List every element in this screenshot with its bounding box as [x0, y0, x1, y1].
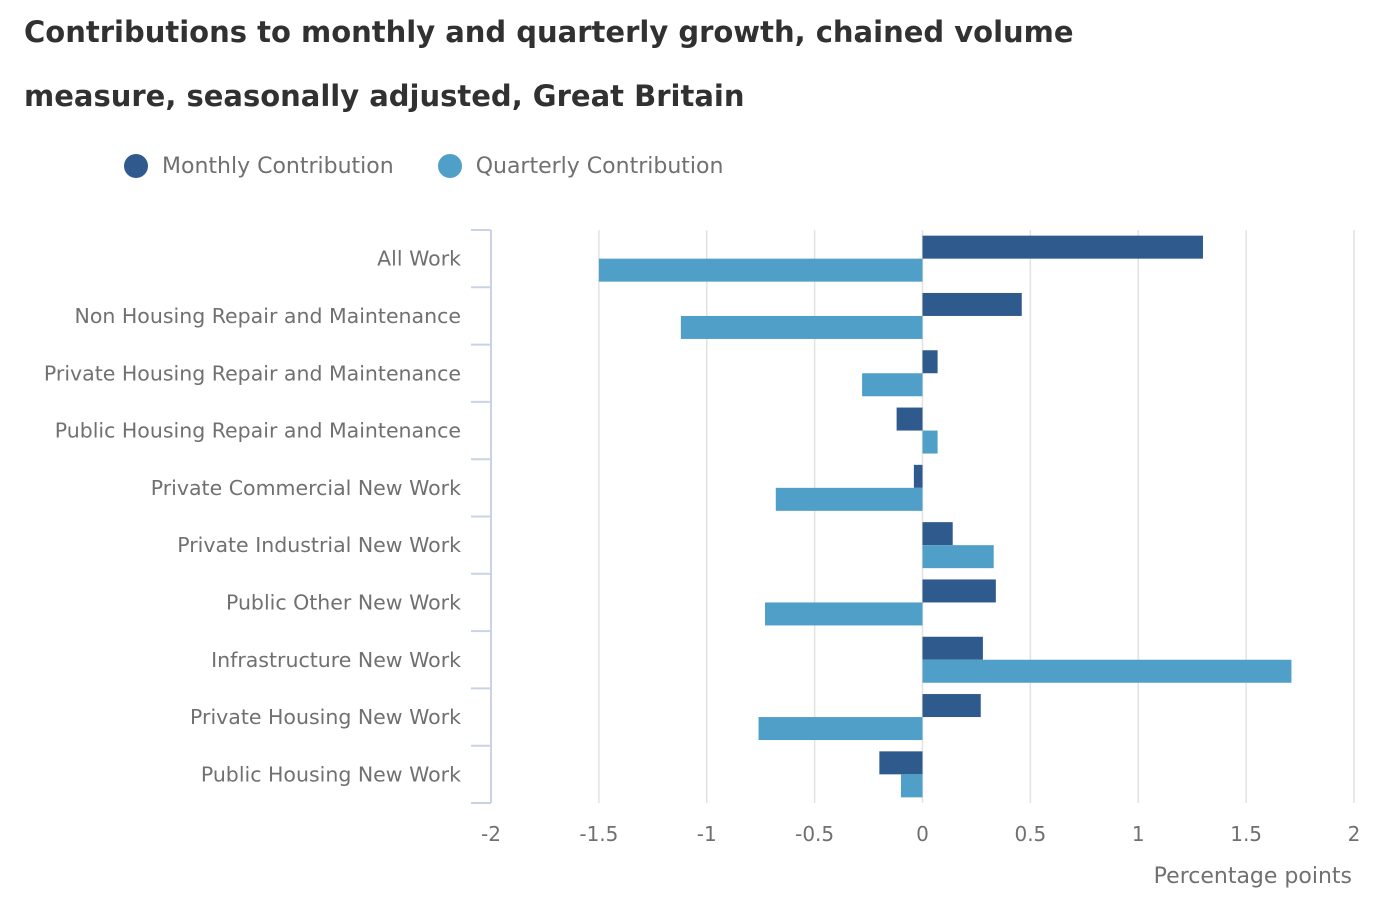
category-label-5: Private Industrial New Work — [177, 533, 461, 557]
x-tick-label-1: -1.5 — [579, 822, 618, 846]
x-tick-label-3: -0.5 — [795, 822, 834, 846]
category-label-7: Infrastructure New Work — [211, 648, 461, 672]
x-tick-label-8: 2 — [1348, 822, 1361, 846]
category-label-4: Private Commercial New Work — [151, 476, 461, 500]
bar-monthly-3 — [896, 407, 923, 431]
chart-title: Contributions to monthly and quarterly g… — [24, 15, 1074, 113]
category-label-2: Private Housing Repair and Maintenance — [44, 361, 461, 385]
bar-quarterly-7 — [922, 659, 1292, 683]
bar-quarterly-8 — [758, 717, 923, 741]
bar-quarterly-2 — [862, 373, 923, 397]
category-label-6: Public Other New Work — [226, 590, 461, 614]
legend-label-monthly: Monthly Contribution — [162, 153, 394, 179]
bar-monthly-8 — [922, 694, 981, 718]
category-label-0: All Work — [377, 247, 461, 271]
x-tick-label-4: 0 — [916, 822, 929, 846]
category-label-3: Public Housing Repair and Maintenance — [55, 419, 461, 443]
bar-chart: All Work Non Housing Repair and Maintenan… — [44, 229, 1361, 889]
x-tick-label-6: 1 — [1132, 822, 1145, 846]
bar-quarterly-1 — [680, 315, 923, 339]
x-axis-title: Percentage points — [1154, 864, 1352, 889]
x-tick-label-5: 0.5 — [1014, 822, 1046, 846]
bar-quarterly-9 — [900, 774, 923, 798]
bar-quarterly-0 — [598, 258, 923, 282]
category-label-1: Non Housing Repair and Maintenance — [75, 304, 462, 328]
bar-monthly-0 — [922, 235, 1203, 259]
bar-quarterly-3 — [922, 430, 938, 454]
category-label-9: Public Housing New Work — [201, 762, 461, 786]
legend-item-monthly[interactable]: Monthly Contribution — [124, 154, 394, 179]
category-label-8: Private Housing New Work — [190, 705, 461, 729]
bar-quarterly-4 — [775, 487, 923, 511]
legend: Monthly Contribution Quarterly Contribut… — [124, 148, 767, 184]
bar-monthly-7 — [922, 636, 983, 660]
bar-quarterly-5 — [922, 545, 994, 569]
bar-monthly-2 — [922, 350, 938, 374]
bar-monthly-6 — [922, 579, 996, 603]
bar-quarterly-6 — [765, 602, 923, 626]
legend-marker-quarterly — [437, 154, 462, 178]
legend-marker-monthly — [124, 154, 148, 178]
bar-monthly-5 — [922, 522, 953, 546]
x-tick-label-7: 1.5 — [1230, 822, 1262, 846]
x-tick-label-0: -2 — [481, 822, 501, 846]
bar-monthly-1 — [922, 292, 1022, 316]
legend-item-quarterly[interactable]: Quarterly Contribution — [437, 153, 724, 179]
bar-monthly-9 — [879, 751, 923, 775]
legend-label-quarterly: Quarterly Contribution — [475, 153, 724, 179]
x-tick-label-2: -1 — [697, 822, 717, 846]
bar-monthly-4 — [913, 464, 923, 488]
